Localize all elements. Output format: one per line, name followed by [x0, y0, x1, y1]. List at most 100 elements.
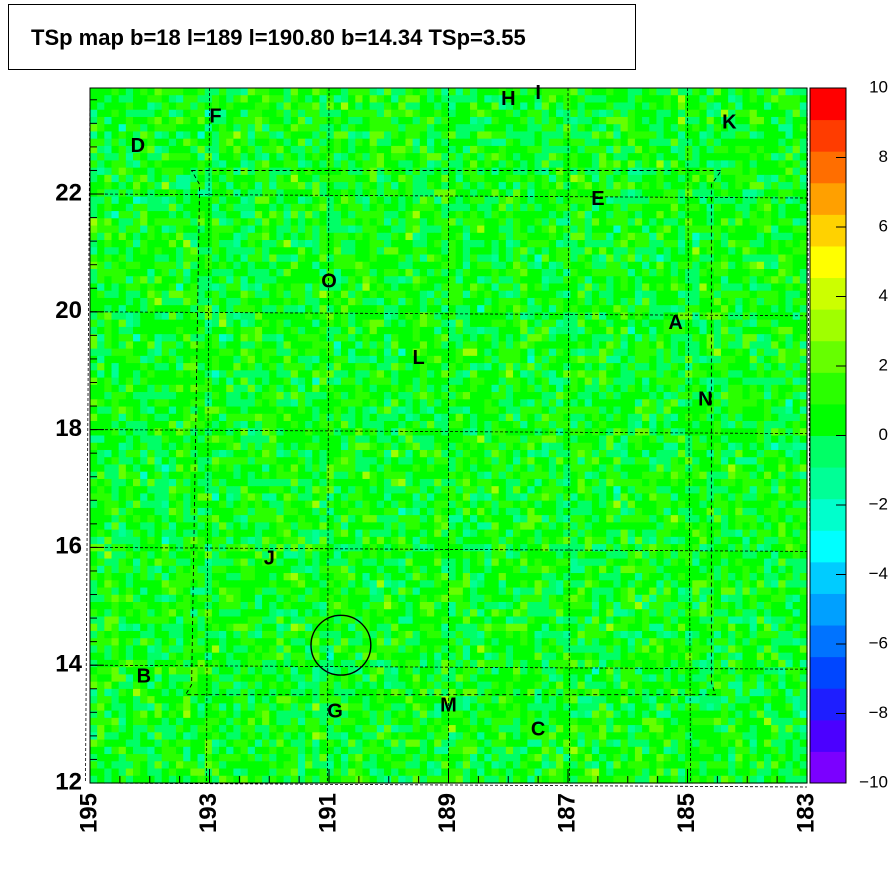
heatmap-cell [713, 240, 722, 248]
heatmap-cell [118, 153, 127, 161]
heatmap-cell [634, 131, 643, 140]
heatmap-cell [470, 348, 478, 357]
heatmap-cell [269, 377, 278, 386]
heatmap-cell [97, 160, 105, 169]
heatmap-cell [498, 297, 507, 306]
heatmap-cell [391, 211, 399, 219]
heatmap-cell [699, 225, 708, 234]
heatmap-cell [749, 399, 758, 408]
heatmap-cell [713, 196, 722, 205]
heatmap-cell [692, 297, 701, 306]
heatmap-cell [204, 88, 213, 96]
heatmap-cell [613, 153, 622, 161]
heatmap-cell [247, 196, 256, 205]
heatmap-cell [226, 189, 234, 198]
heatmap-cell [634, 88, 643, 96]
heatmap-cell [692, 428, 701, 437]
heatmap-cell [190, 182, 199, 190]
heatmap-cell [333, 442, 342, 451]
heatmap-cell [606, 435, 615, 444]
heatmap-cell [548, 160, 557, 169]
heatmap-cell [283, 225, 292, 234]
heatmap-cell [326, 355, 335, 364]
heatmap-cell [634, 211, 643, 219]
heatmap-cell [677, 370, 686, 379]
heatmap-cell [577, 341, 586, 350]
heatmap-cell [254, 392, 263, 400]
heatmap-cell [326, 102, 335, 111]
heatmap-cell [348, 413, 356, 422]
heatmap-cell [161, 399, 170, 408]
heatmap-cell [570, 341, 579, 350]
heatmap-cell [133, 428, 141, 437]
heatmap-cell [527, 145, 536, 154]
heatmap-cell [398, 341, 407, 350]
heatmap-cell [742, 326, 751, 335]
heatmap-cell [333, 196, 342, 205]
heatmap-cell [728, 225, 736, 234]
heatmap-cell [104, 384, 113, 393]
heatmap-cell [577, 406, 586, 415]
heatmap-cell [713, 160, 722, 169]
heatmap-cell [462, 276, 471, 285]
heatmap-cell [563, 196, 571, 205]
heatmap-cell [513, 442, 521, 451]
heatmap-cell [620, 348, 629, 357]
heatmap-cell [118, 421, 127, 429]
heatmap-cell [219, 413, 227, 422]
heatmap-cell [290, 413, 299, 422]
heatmap-cell [183, 392, 191, 400]
heatmap-cell [570, 283, 579, 292]
heatmap-cell [720, 261, 729, 270]
heatmap-cell [297, 218, 306, 227]
heatmap-cell [670, 392, 679, 400]
heatmap-cell [240, 435, 249, 444]
heatmap-cell [283, 319, 292, 328]
heatmap-cell [305, 232, 313, 241]
heatmap-cell [111, 399, 120, 408]
heatmap-cell [97, 211, 105, 219]
heatmap-cell [462, 247, 471, 256]
heatmap-cell [677, 348, 686, 357]
heatmap-cell [720, 392, 729, 400]
heatmap-cell [591, 225, 600, 234]
heatmap-cell [340, 355, 349, 364]
heatmap-cell [613, 174, 622, 183]
heatmap-cell [254, 138, 263, 147]
heatmap-cell [527, 370, 536, 379]
heatmap-cell [233, 421, 242, 429]
heatmap-cell [97, 95, 105, 104]
heatmap-cell [161, 254, 170, 263]
heatmap-cell [147, 131, 156, 140]
heatmap-cell [154, 160, 163, 169]
heatmap-cell [591, 370, 600, 379]
heatmap-cell [470, 276, 478, 285]
heatmap-cell [720, 399, 729, 408]
heatmap-cell [376, 247, 385, 256]
heatmap-cell [663, 109, 672, 118]
heatmap-cell [541, 348, 550, 357]
heatmap-cell [305, 312, 313, 321]
heatmap-cell [670, 261, 679, 270]
heatmap-cell [728, 305, 736, 314]
heatmap-cell [735, 138, 744, 147]
heatmap-cell [584, 421, 593, 429]
heatmap-cell [355, 428, 364, 437]
heatmap-cell [276, 189, 285, 198]
heatmap-cell [756, 88, 765, 96]
heatmap-cell [125, 138, 134, 147]
heatmap-cell [362, 305, 371, 314]
heatmap-cell [262, 196, 270, 205]
heatmap-cell [290, 232, 299, 241]
heatmap-cell [183, 254, 191, 263]
heatmap-cell [240, 421, 249, 429]
heatmap-cell [606, 145, 615, 154]
heatmap-cell [799, 116, 808, 125]
heatmap-cell [312, 355, 321, 364]
heatmap-cell [176, 116, 184, 125]
heatmap-cell [520, 160, 528, 169]
heatmap-cell [168, 247, 177, 256]
heatmap-cell [147, 189, 156, 198]
heatmap-cell [563, 348, 571, 357]
heatmap-cell [713, 247, 722, 256]
